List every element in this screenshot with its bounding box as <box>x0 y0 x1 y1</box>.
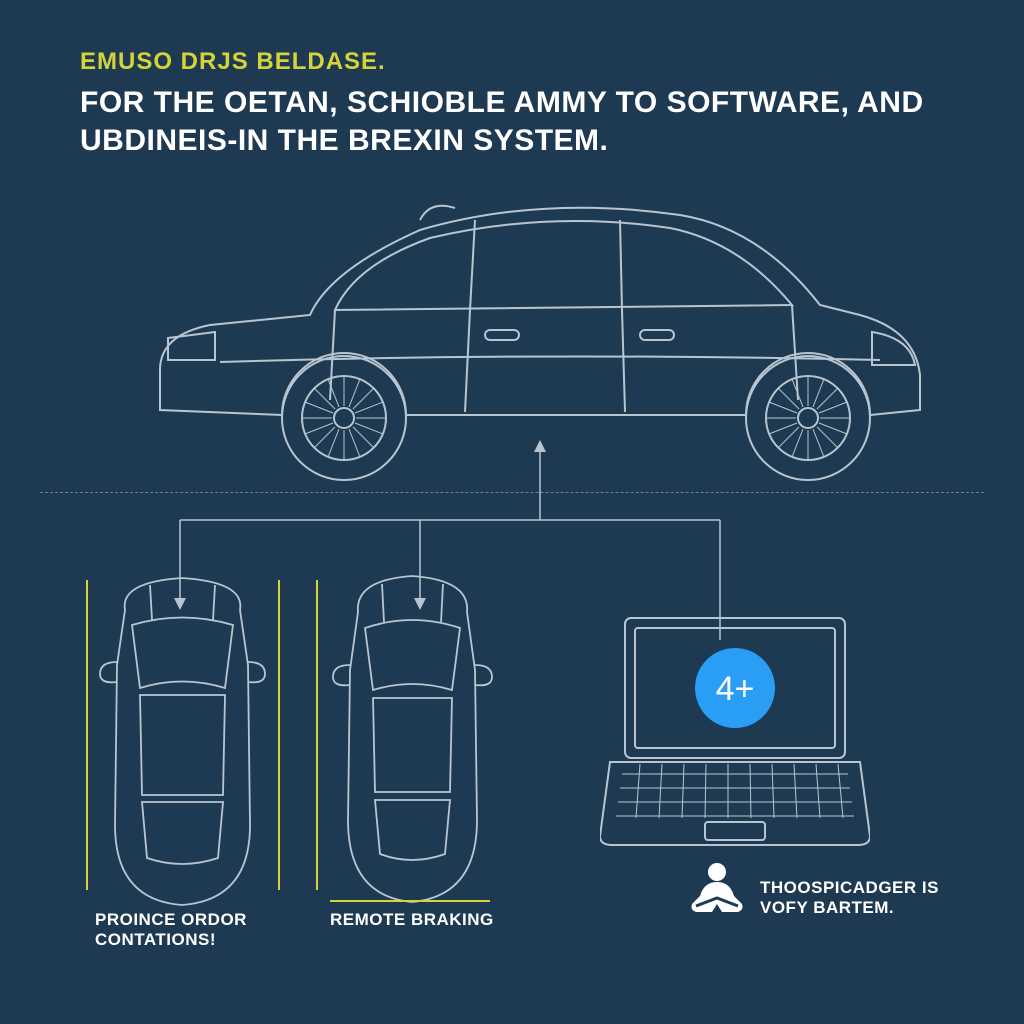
caption-text: THOOSPICADGER IS VOFY BARTEM. <box>760 878 980 919</box>
accent-line <box>86 580 88 890</box>
label-car-1: PROINCE ORDOR CONTATIONS! <box>95 910 275 951</box>
accent-line <box>278 580 280 890</box>
laptop-outline: 4+ <box>600 610 870 840</box>
title-accent: EMUSO DRJS BELDASE. <box>80 48 964 76</box>
car-top-outline-1 <box>90 570 275 920</box>
accent-line <box>330 900 490 902</box>
label-car-2: REMOTE BRAKING <box>330 910 530 930</box>
person-reading-icon <box>690 860 745 920</box>
car-top-outline-2 <box>320 570 505 920</box>
header: EMUSO DRJS BELDASE. FOR THE OETAN, SCHIO… <box>80 48 964 159</box>
title-main: FOR THE OETAN, SCHIOBLE AMMY TO SOFTWARE… <box>80 84 964 159</box>
accent-line <box>316 580 318 890</box>
laptop-screen-text: 4+ <box>716 670 755 708</box>
